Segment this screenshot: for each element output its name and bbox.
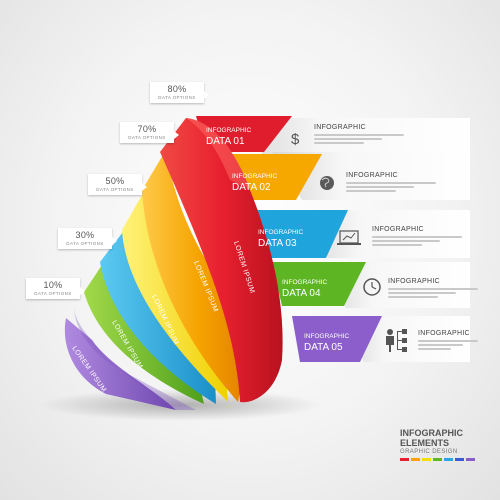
- placeholder-line: [346, 186, 414, 188]
- info-title: INFOGRAPHIC: [388, 278, 440, 285]
- percent-callout-30: 30% DATA OPTIONS: [58, 228, 117, 249]
- color-swatch: [411, 458, 420, 461]
- percent-value: 70%: [137, 124, 157, 134]
- placeholder-line: [388, 292, 456, 294]
- placeholder-line: [314, 142, 364, 144]
- footer-title-1: INFOGRAPHIC: [400, 428, 463, 438]
- banner-5: [292, 316, 382, 362]
- color-swatch: [444, 458, 453, 461]
- info-title: INFOGRAPHIC: [346, 172, 398, 179]
- dollar-icon: $: [291, 131, 300, 148]
- info-block-5: INFOGRAPHIC: [418, 330, 478, 352]
- banner-2: [226, 154, 322, 200]
- placeholder-line: [388, 288, 478, 290]
- percent-sub: DATA OPTIONS: [96, 187, 134, 192]
- laptop-chart-icon: [337, 230, 361, 245]
- percent-sub: DATA OPTIONS: [128, 135, 166, 140]
- ribbon-orange: [142, 150, 254, 402]
- color-swatches: [400, 458, 475, 461]
- color-swatch: [400, 458, 409, 461]
- clock-icon: [363, 278, 381, 296]
- percent-value: 10%: [43, 280, 63, 290]
- footer-title-2: ELEMENTS: [400, 438, 450, 448]
- placeholder-line: [346, 190, 396, 192]
- color-swatch: [422, 458, 431, 461]
- banner-3: [250, 210, 348, 258]
- placeholder-line: [314, 134, 404, 136]
- info-title: INFOGRAPHIC: [314, 124, 366, 131]
- placeholder-line: [372, 244, 422, 246]
- banner-3-title: INFOGRAPHIC: [258, 229, 303, 236]
- banner-1-title: INFOGRAPHIC: [206, 127, 251, 134]
- org-chart-icon: [386, 329, 407, 352]
- placeholder-line: [372, 236, 462, 238]
- shelf-panel-2: [272, 152, 470, 200]
- percent-callout-50: 50% DATA OPTIONS: [88, 174, 147, 195]
- placeholder-line: [418, 348, 451, 350]
- placeholder-line: [418, 340, 478, 342]
- banner-5-data: DATA 05: [304, 342, 343, 353]
- color-swatch: [466, 458, 475, 461]
- placeholder-line: [372, 240, 440, 242]
- banner-4-data: DATA 04: [282, 288, 321, 299]
- placeholder-line: [388, 296, 438, 298]
- placeholder-line: [314, 138, 382, 140]
- percent-sub: DATA OPTIONS: [158, 95, 196, 100]
- percent-sub: DATA OPTIONS: [66, 241, 104, 246]
- color-swatch: [433, 458, 442, 461]
- percent-sub: DATA OPTIONS: [34, 291, 72, 296]
- placeholder-line: [418, 344, 463, 346]
- banner-5-title: INFOGRAPHIC: [304, 333, 349, 340]
- banner-texts: INFOGRAPHIC DATA 01 INFOGRAPHIC DATA 02 …: [206, 127, 349, 353]
- banner-2-title: INFOGRAPHIC: [232, 173, 277, 180]
- banner-4: [272, 262, 366, 306]
- percent-callout-70: 70% DATA OPTIONS: [120, 122, 179, 143]
- info-block-1: INFOGRAPHIC: [314, 124, 404, 146]
- percent-value: 50%: [105, 176, 125, 186]
- icons: $: [291, 131, 407, 352]
- footer-branding: INFOGRAPHIC ELEMENTS GRAPHIC DESIGN: [400, 428, 475, 461]
- ribbon-red-highlight: [186, 118, 250, 190]
- placeholder-line: [346, 182, 436, 184]
- banner-3-data: DATA 03: [258, 238, 297, 249]
- info-block-4: INFOGRAPHIC: [388, 278, 478, 300]
- percent-callout-10: 10% DATA OPTIONS: [26, 278, 85, 299]
- info-title: INFOGRAPHIC: [372, 226, 424, 233]
- info-block-2: INFOGRAPHIC: [346, 172, 436, 194]
- globe-icon: [320, 176, 334, 190]
- banner-1-data: DATA 01: [206, 136, 245, 147]
- banner-2-data: DATA 02: [232, 182, 271, 193]
- ribbon-red: [160, 118, 283, 403]
- percent-callout-80: 80% DATA OPTIONS: [150, 82, 209, 103]
- percent-value: 30%: [75, 230, 95, 240]
- ribbon-purple: [64, 318, 176, 410]
- info-block-3: INFOGRAPHIC: [372, 226, 462, 248]
- color-swatch: [455, 458, 464, 461]
- footer-subtitle: GRAPHIC DESIGN: [400, 449, 458, 455]
- spiral-cone: [64, 118, 283, 410]
- banner-4-title: INFOGRAPHIC: [282, 279, 327, 286]
- percent-value: 80%: [167, 84, 187, 94]
- info-title: INFOGRAPHIC: [418, 330, 470, 337]
